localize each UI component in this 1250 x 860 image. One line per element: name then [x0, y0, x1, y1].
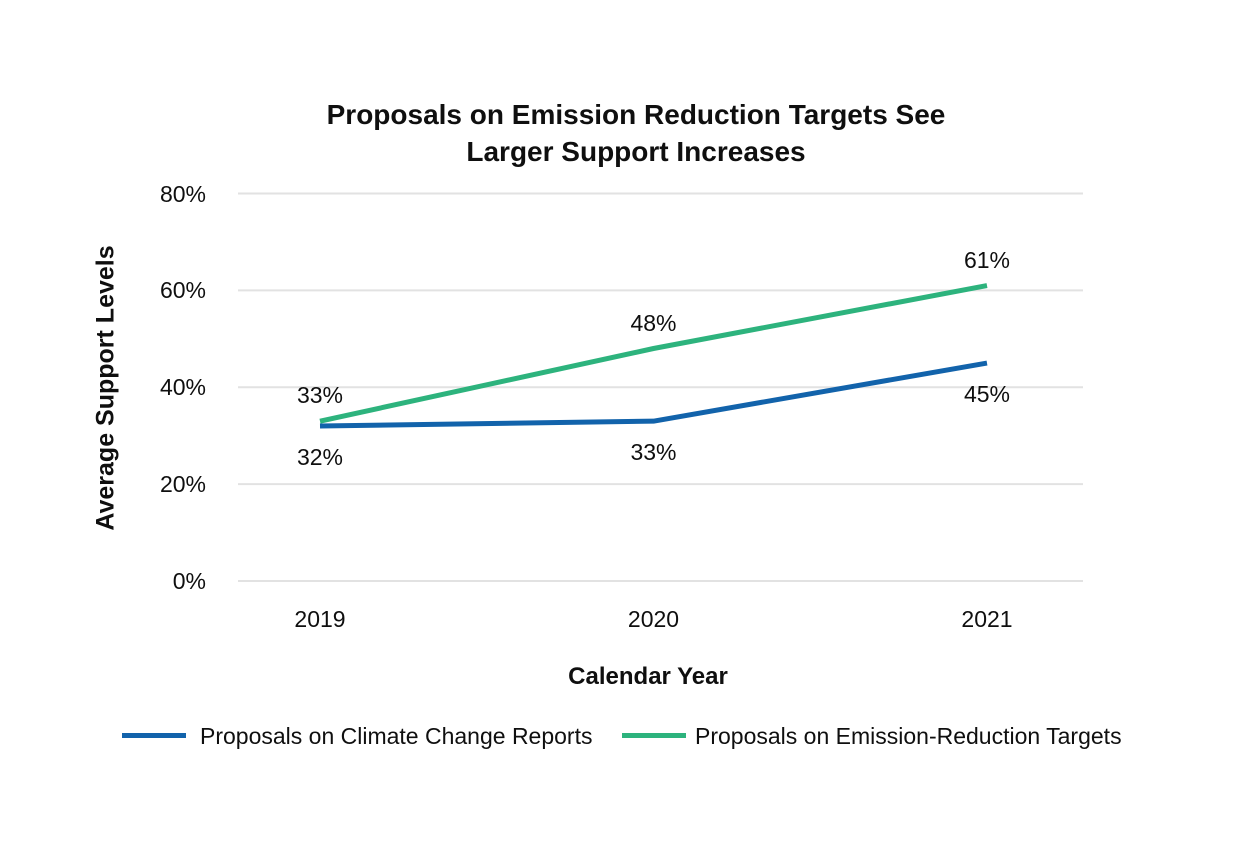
data-label-proposals-on-emission-reduction-targets-2021: 61% [963, 246, 1011, 273]
x-tick-label-2019: 2019 [294, 606, 346, 632]
data-label-proposals-on-climate-change-reports-2020: 33% [630, 439, 677, 466]
data-label-proposals-on-climate-change-reports-2019: 32% [296, 444, 344, 470]
chart-title: Proposals on Emission Reduction Targets … [136, 96, 1136, 170]
y-tick-label-0: 0% [172, 568, 206, 594]
x-axis-title: Calendar Year [568, 663, 728, 690]
data-label-proposals-on-climate-change-reports-2021: 45% [963, 381, 1011, 408]
y-tick-label-60: 60% [159, 277, 206, 304]
series-line-proposals-on-climate-change-reports [319, 360, 988, 429]
x-tick-label-2020: 2020 [627, 606, 680, 632]
data-label-proposals-on-emission-reduction-targets-2020: 48% [630, 309, 677, 336]
legend-label-climate-change-reports: Proposals on Climate Change Reports [200, 723, 593, 749]
y-tick-label-80: 80% [159, 180, 206, 207]
legend-swatch-climate-change-reports [122, 733, 186, 738]
series-line-proposals-on-emission-reduction-targets [319, 283, 988, 424]
y-tick-label-20: 20% [159, 471, 206, 498]
y-tick-label-40: 40% [159, 374, 206, 401]
data-label-proposals-on-emission-reduction-targets-2019: 33% [296, 382, 344, 409]
legend-swatch-emission-reduction-targets [622, 733, 686, 738]
x-tick-label-2021: 2021 [961, 606, 1013, 632]
chart-title-line-1: Proposals on Emission Reduction Targets … [326, 99, 946, 130]
legend-label-emission-reduction-targets: Proposals on Emission-Reduction Targets [695, 723, 1122, 749]
chart-title-line-2: Larger Support Increases [466, 136, 806, 167]
